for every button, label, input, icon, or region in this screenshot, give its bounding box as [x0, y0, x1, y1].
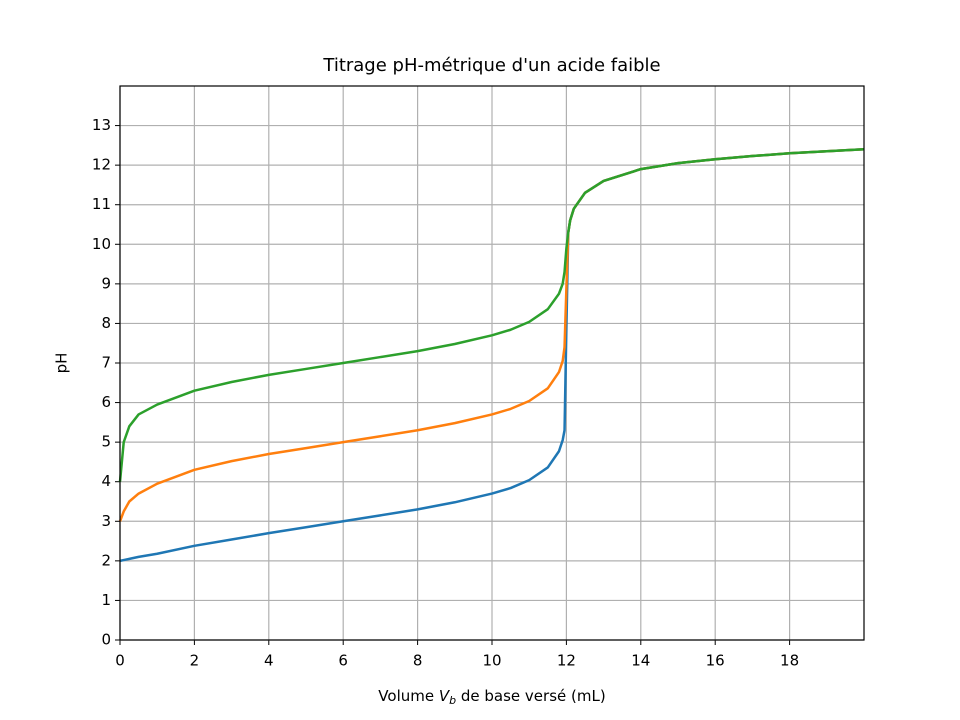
- x-axis-label: Volume Vb de base versé (mL): [378, 687, 605, 708]
- y-tick-label: 8: [101, 314, 111, 332]
- y-tick-label: 4: [101, 472, 111, 490]
- x-tick-label: 18: [780, 652, 799, 670]
- x-tick-label: 8: [413, 652, 423, 670]
- y-tick-label: 11: [92, 195, 111, 213]
- chart-title: Titrage pH-métrique d'un acide faible: [322, 55, 660, 76]
- y-tick-label: 12: [92, 156, 111, 174]
- x-tick-label: 4: [264, 652, 274, 670]
- x-tick-label: 2: [190, 652, 200, 670]
- x-label-part: de base versé (mL): [456, 687, 606, 705]
- y-axis-label: pH: [53, 353, 71, 374]
- y-tick-label: 0: [101, 631, 111, 649]
- x-tick-label: 14: [631, 652, 650, 670]
- axes-frame: [119, 85, 865, 641]
- y-tick-label: 1: [101, 591, 111, 609]
- data-line: [118, 148, 865, 482]
- y-tick-label: 5: [101, 433, 111, 451]
- y-tick-label: 2: [101, 551, 111, 569]
- x-label-part: Volume: [378, 687, 439, 705]
- y-tick-label: 10: [92, 235, 111, 253]
- x-tick-label: 16: [706, 652, 725, 670]
- x-tick-label: 10: [482, 652, 501, 670]
- y-tick-label: 3: [101, 512, 111, 530]
- y-tick-label: 9: [101, 274, 111, 292]
- y-tick-label: 6: [101, 393, 111, 411]
- x-tick-label: 12: [557, 652, 576, 670]
- x-label-part: V: [439, 687, 451, 705]
- y-tick-label: 7: [101, 354, 111, 372]
- x-tick-label: 6: [338, 652, 348, 670]
- x-label-part: b: [449, 694, 456, 707]
- x-tick-label: 0: [115, 652, 125, 670]
- y-tick-label: 13: [92, 116, 111, 134]
